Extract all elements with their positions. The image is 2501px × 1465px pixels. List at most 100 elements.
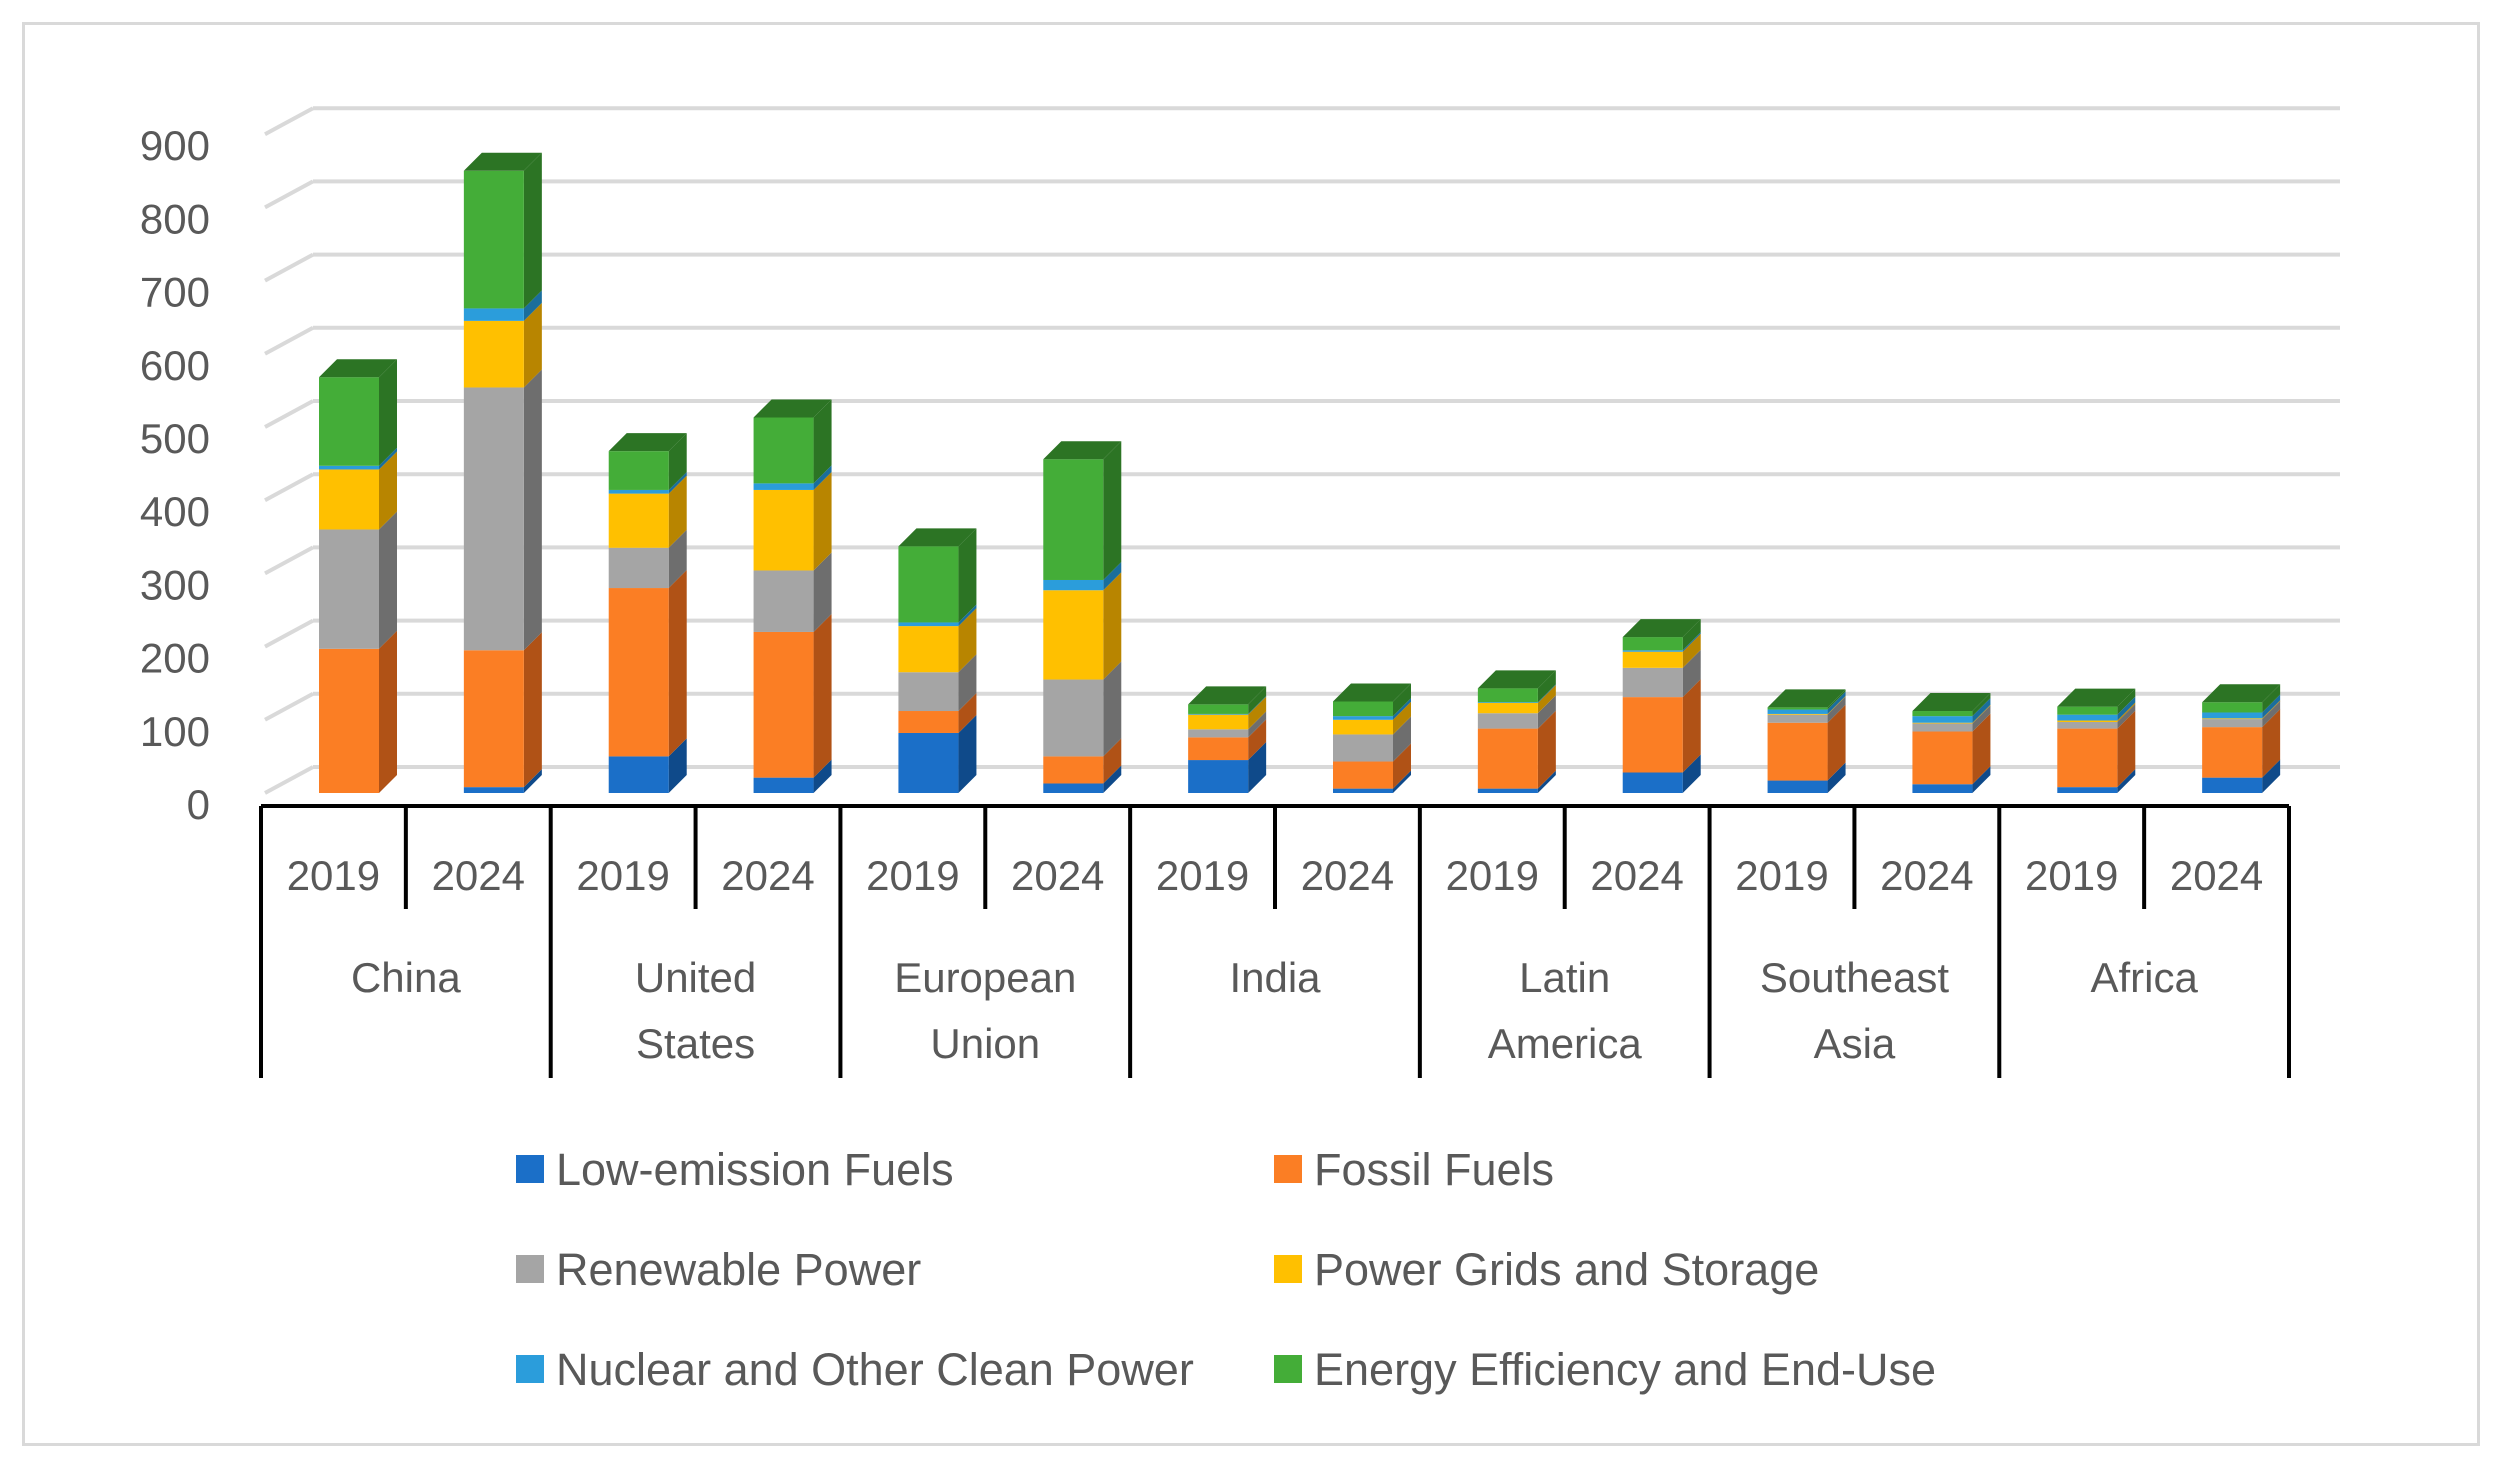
year-label: 2024 [1590,852,1683,899]
bar-segment-side [2262,759,2281,793]
bar-segment [1477,702,1538,714]
bar-segment [2057,728,2118,788]
bar-top [319,359,397,378]
bar-segment [898,626,959,673]
bar-segment [2057,714,2118,721]
bar-segment [319,465,379,470]
bar-segment-side [1103,765,1122,793]
chart-frame [22,22,2480,1446]
bar-segment-side [523,302,542,388]
bar-segment [2057,720,2118,722]
legend-label: Low-emission Fuels [556,1144,954,1195]
bar-segment-side [1827,691,1846,714]
bar-segment-side [1537,710,1556,789]
legend-swatch [516,1255,544,1283]
bar-segment-side [1103,561,1122,591]
bar-segment-side [813,759,832,793]
bar-top [898,528,977,547]
bar-segment [898,732,959,793]
bar-segment-side [379,630,397,793]
year-label: 2024 [2170,852,2263,899]
bar-segment [1188,760,1249,793]
legend-item: Nuclear and Other Clean Power [516,1344,1194,1395]
bar-top [1477,670,1556,689]
bar-segment-side [523,769,542,793]
year-label: 2019 [1735,852,1828,899]
bar-segment-side [668,471,687,494]
y-tick-label: 700 [140,269,210,316]
bar-segment [1188,737,1249,761]
bar-segment-side [1827,689,1846,710]
bar-segment [1767,780,1828,793]
bar-segment [463,787,524,793]
legend-swatch [516,1355,544,1383]
bar-segment-side [1248,719,1267,761]
bar-segment-side [523,632,542,788]
bar-segment-side [958,693,977,733]
bar-segment [1622,697,1683,773]
bar-africa-2019 [2057,688,2136,793]
bar-segment [1912,784,1973,793]
bar-segment [753,570,814,632]
bar-segment-side [1827,695,1846,715]
bar-segment-side [379,511,397,649]
bar-segment-side [1972,766,1991,793]
bar-segment [1043,579,1104,591]
bar-segment-side [958,608,977,673]
bar-segment [1912,731,1973,785]
bar-segment [1622,651,1683,668]
bar-top [1043,441,1122,460]
bar-segment [1188,704,1249,714]
bar-china-2019 [319,359,397,793]
bar-segment-side [1537,695,1556,729]
y-tick-label: 800 [140,195,210,242]
bar-european-union-2024 [1043,441,1122,793]
gridline-diagonal [264,179,314,210]
bar-segment-side [1972,713,1991,785]
bar-segment [463,170,524,309]
bar-segment [1912,716,1973,723]
bar-segment [2202,718,2263,720]
bar-segment [319,648,379,793]
bar-segment [2057,721,2118,729]
gridline-diagonal [264,106,314,136]
bar-segment [1767,709,1828,714]
bar-segment-side [1537,684,1556,703]
legend-item: Low-emission Fuels [516,1144,954,1195]
bar-segment-side [1682,633,1701,668]
legend-label: Power Grids and Storage [1314,1244,1819,1295]
bar-segment [1767,713,1828,715]
bar-top [1912,693,1991,712]
bar-segment-side [2117,696,2136,721]
bar-european-union-2019 [898,528,977,793]
bar-segment [608,489,669,494]
bar-india-2019 [1188,686,1267,793]
bar-united-states-2024 [753,399,832,793]
bar-united-states-2019 [608,433,687,793]
bar-segment-side [379,451,397,530]
bar-segment [898,546,959,623]
bar-segment [2202,719,2263,728]
bar-segment [2202,702,2263,713]
legend-label: Energy Efficiency and End-Use [1314,1344,1936,1395]
bar-segment [1043,590,1104,680]
legend-item: Energy Efficiency and End-Use [1274,1344,1936,1395]
bar-top [2057,688,2136,707]
category-axis: 2019 2024 China 2019 2024 United States 2019 202… [259,804,2291,1078]
bar-southeast-asia-2019 [1767,689,1846,793]
bar-segment-side [1827,696,1846,723]
category-label: Southeast [1760,954,1949,1001]
bar-india-2024 [1333,683,1411,793]
y-tick-label: 400 [140,488,210,535]
bar-segment [1477,688,1538,703]
bar-segment [753,417,814,484]
legend-label: Fossil Fuels [1314,1144,1554,1195]
legend-item: Fossil Fuels [1274,1144,1554,1195]
bar-segment [319,377,379,466]
gridline-diagonal [264,472,314,502]
bar-segment [2057,787,2118,793]
bar-segment [753,631,814,778]
bar-segment [753,483,814,490]
bar-segment [1912,711,1973,717]
